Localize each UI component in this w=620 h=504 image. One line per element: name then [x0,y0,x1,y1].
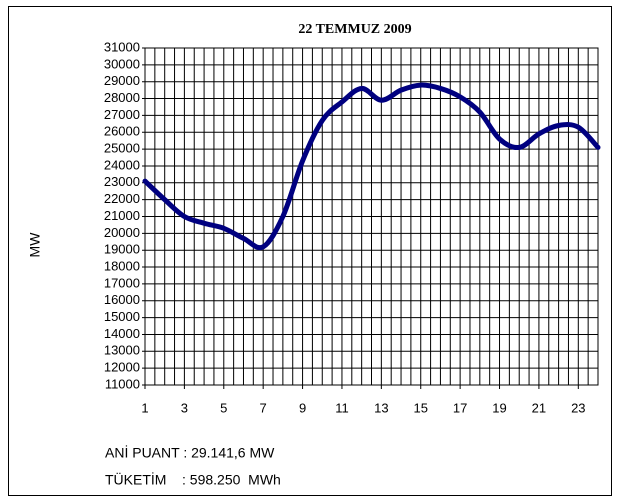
x-tick-label: 5 [220,400,227,415]
x-tick-label: 1 [141,400,148,415]
y-tick-label: 22000 [104,191,140,206]
y-tick-label: 20000 [104,225,140,240]
y-tick-label: 28000 [104,90,140,105]
line-series [142,82,601,251]
y-tick-label: 13000 [104,343,140,358]
y-tick-label: 19000 [104,242,140,257]
chart-title: 22 TEMMUZ 2009 [298,22,411,37]
y-tick-label: 26000 [104,124,140,139]
y-tick-label: 25000 [104,141,140,156]
x-tick-label: 3 [181,400,188,415]
plot-border [144,47,599,386]
frame [8,6,612,496]
x-tick-label: 9 [299,400,306,415]
y-tick-label: 23000 [104,174,140,189]
y-tick-label: 14000 [104,326,140,341]
x-tick-label: 21 [532,400,546,415]
y-tick-label: 18000 [104,258,140,273]
y-tick-label: 11000 [105,376,140,391]
x-tick-label: 7 [260,400,267,415]
y-tick-label: 31000 [104,39,140,54]
y-tick-label: 21000 [104,208,140,223]
x-tick-label: 17 [453,400,467,415]
y-tick-label: 17000 [104,275,140,290]
y-tick-label: 24000 [104,157,140,172]
y-tick-label: 15000 [104,309,140,324]
y-tick-label: 29000 [104,73,140,88]
y-tick-label: 16000 [104,292,140,307]
x-tick-label: 13 [374,400,388,415]
x-tick-label: 19 [492,400,506,415]
y-tick-label: 27000 [104,107,140,122]
y-tick-label: 12000 [104,360,140,375]
annotation: TÜKETİM : 598.250 MWh [105,471,281,488]
y-axis-label: MW [27,232,43,258]
x-tick-label: 11 [335,400,349,415]
x-tick-label: 15 [414,400,428,415]
x-tick-label: 23 [571,400,585,415]
y-tick-label: 30000 [104,56,140,71]
annotation: ANİ PUANT : 29.141,6 MW [105,444,275,461]
